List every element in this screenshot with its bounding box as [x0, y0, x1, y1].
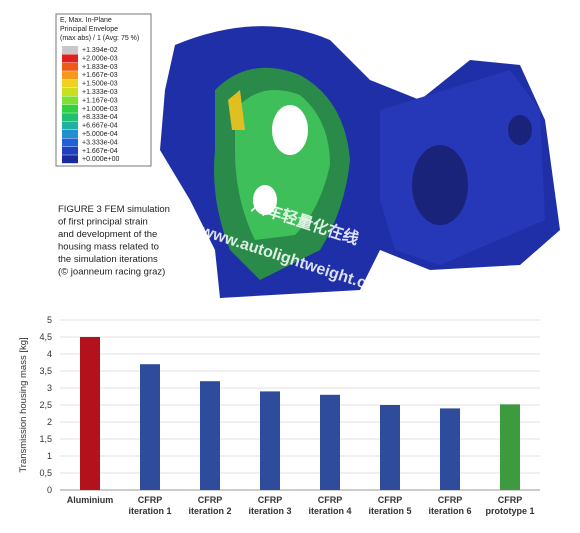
y-tick-label: 5	[47, 315, 52, 325]
y-tick-label: 4,5	[39, 332, 52, 342]
bar	[260, 391, 280, 490]
legend-title: (max abs) / 1 (Avg: 75 %)	[60, 35, 139, 42]
caption-line: FIGURE 3 FEM simulation	[58, 204, 170, 215]
legend-label: +2.000e-03	[82, 55, 118, 62]
caption-line: the simulation iterations	[58, 254, 158, 265]
legend-swatch	[62, 104, 78, 113]
legend-swatch	[62, 88, 78, 96]
y-tick-label: 0,5	[39, 468, 52, 478]
legend-title: Principal Envelope	[60, 26, 118, 33]
y-tick-label: 0	[47, 485, 52, 495]
bar	[440, 408, 460, 490]
x-tick-label: iteration 3	[248, 506, 291, 516]
legend-swatch	[62, 130, 78, 138]
y-tick-label: 2	[47, 417, 52, 427]
legend-swatch	[62, 71, 78, 80]
legend-swatch	[62, 46, 78, 54]
legend-swatch	[62, 155, 78, 164]
legend-swatch	[62, 121, 78, 130]
legend-label: +1.667e-03	[82, 72, 118, 79]
x-tick-label: prototype 1	[485, 506, 534, 516]
x-tick-label: CFRP	[378, 495, 403, 505]
caption-line: and development of the	[58, 229, 157, 240]
legend-label: +1.833e-03	[82, 64, 118, 71]
legend-label: +1.500e-03	[82, 81, 118, 88]
bar	[200, 381, 220, 490]
x-tick-label: CFRP	[318, 495, 343, 505]
legend-title: E, Max. In-Plane	[60, 17, 112, 24]
legend-label: +1.667e-04	[82, 148, 118, 155]
x-tick-label: CFRP	[198, 495, 223, 505]
caption-line: (© joanneum racing graz)	[58, 267, 165, 278]
caption-line: housing mass related to	[58, 242, 159, 253]
bar	[500, 404, 520, 490]
bar	[320, 394, 340, 490]
legend-swatch	[62, 113, 78, 122]
legend-swatch	[62, 96, 78, 105]
y-tick-label: 2,5	[39, 400, 52, 410]
legend-label: +1.394e-02	[82, 47, 118, 54]
legend-label: +6.667e-04	[82, 123, 118, 130]
x-tick-label: CFRP	[138, 495, 163, 505]
x-tick-label: iteration 1	[128, 506, 171, 516]
legend-label: +1.000e-03	[82, 106, 118, 113]
legend-label: +5.000e-04	[82, 131, 118, 138]
legend-label: +8.333e-04	[82, 114, 118, 121]
x-tick-label: iteration 4	[308, 506, 351, 516]
legend-swatch	[62, 79, 78, 88]
legend-swatch	[62, 62, 78, 71]
x-tick-label: CFRP	[438, 495, 463, 505]
y-tick-label: 4	[47, 349, 52, 359]
x-tick-label: iteration 2	[188, 506, 231, 516]
legend-label: +0.000e+00	[82, 156, 119, 163]
legend-swatch	[62, 146, 78, 155]
caption-line: of first principal strain	[58, 217, 148, 228]
x-tick-label: CFRP	[498, 495, 523, 505]
contour-legend: E, Max. In-Plane Principal Envelope (max…	[55, 13, 152, 167]
legend-label: +1.333e-03	[82, 89, 118, 96]
legend-swatch	[62, 54, 78, 63]
fem-image	[160, 26, 560, 299]
x-tick-label: CFRP	[258, 495, 283, 505]
bar	[140, 364, 160, 490]
y-axis-label: Transmission housing mass [kg]	[18, 337, 29, 472]
x-tick-label: iteration 5	[368, 506, 411, 516]
legend-label: +3.333e-04	[82, 139, 118, 146]
bar	[80, 337, 100, 490]
legend-label: +1.167e-03	[82, 97, 118, 104]
y-tick-label: 3	[47, 383, 52, 393]
legend-swatch	[62, 138, 78, 147]
x-tick-label: Aluminium	[67, 495, 114, 505]
bar	[380, 405, 400, 490]
y-tick-label: 1,5	[39, 434, 52, 444]
y-tick-label: 1	[47, 451, 52, 461]
caption: FIGURE 3 FEM simulation of first principa…	[58, 204, 170, 278]
x-tick-label: iteration 6	[428, 506, 471, 516]
y-tick-label: 3,5	[39, 366, 52, 376]
